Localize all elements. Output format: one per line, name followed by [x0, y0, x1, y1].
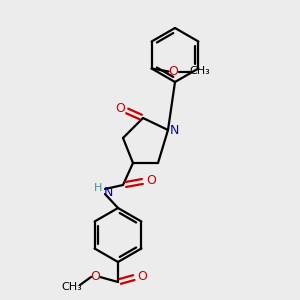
- Text: N: N: [169, 124, 179, 136]
- Text: O: O: [137, 269, 147, 283]
- Text: CH₃: CH₃: [189, 67, 210, 76]
- Text: O: O: [90, 269, 100, 283]
- Text: CH₃: CH₃: [61, 282, 82, 292]
- Text: N: N: [103, 185, 113, 199]
- Text: H: H: [94, 183, 102, 193]
- Text: O: O: [146, 173, 156, 187]
- Text: O: O: [115, 101, 125, 115]
- Text: O: O: [169, 65, 178, 78]
